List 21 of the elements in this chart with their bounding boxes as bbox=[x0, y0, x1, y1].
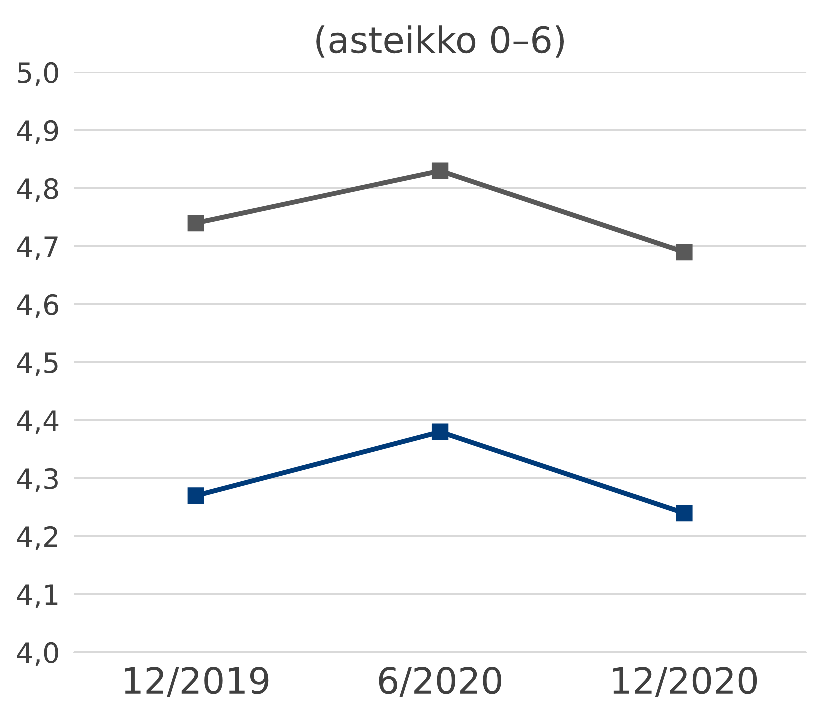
y-tick-label: 4,3 bbox=[17, 468, 58, 492]
x-tick-label: 12/2019 bbox=[125, 667, 269, 698]
y-tick-label: 4,9 bbox=[17, 120, 58, 144]
y-tick-label: 4,4 bbox=[17, 410, 59, 434]
point bbox=[676, 244, 693, 261]
y-tick-label: 4,2 bbox=[17, 526, 58, 550]
chart-title: (asteikko 0–6) bbox=[316, 26, 564, 58]
y-tick-label: 4,1 bbox=[17, 584, 58, 608]
x-tick-label: 12/2020 bbox=[613, 667, 758, 698]
y-tick-label: 4,6 bbox=[17, 294, 58, 318]
y-tick-label: 4,0 bbox=[17, 642, 58, 666]
point bbox=[432, 162, 449, 180]
y-tick-label: 5,0 bbox=[18, 62, 58, 86]
point bbox=[188, 488, 204, 504]
point bbox=[676, 504, 693, 522]
y-tick-label: 4,7 bbox=[17, 236, 58, 260]
y-tick-label: 4,8 bbox=[17, 178, 58, 202]
point bbox=[432, 424, 449, 440]
point bbox=[188, 214, 204, 232]
y-tick-label: 4,5 bbox=[17, 352, 58, 376]
x-tick-label: 6/2020 bbox=[379, 667, 502, 698]
